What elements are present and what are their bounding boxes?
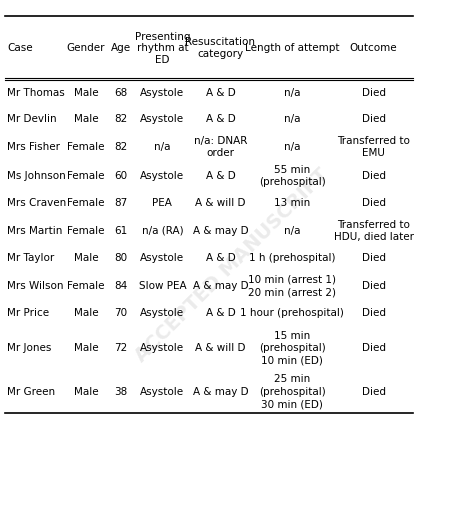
Text: Mr Jones: Mr Jones: [7, 343, 51, 353]
Text: 87: 87: [114, 198, 127, 208]
Text: Died: Died: [361, 387, 385, 396]
Text: 55 min
(prehospital): 55 min (prehospital): [258, 165, 325, 187]
Text: A & D: A & D: [205, 308, 235, 319]
Text: Length of attempt: Length of attempt: [244, 43, 339, 53]
Text: Asystole: Asystole: [140, 253, 184, 263]
Text: ACCEPTED MANUSCRIPT: ACCEPTED MANUSCRIPT: [131, 164, 332, 366]
Text: n/a: n/a: [154, 142, 170, 152]
Text: Resuscitation
category: Resuscitation category: [185, 37, 255, 59]
Text: 72: 72: [114, 343, 127, 353]
Text: Mrs Martin: Mrs Martin: [7, 226, 62, 236]
Text: Died: Died: [361, 281, 385, 291]
Text: n/a: n/a: [283, 114, 300, 125]
Text: n/a: DNAR
order: n/a: DNAR order: [193, 136, 247, 158]
Text: Female: Female: [67, 198, 104, 208]
Text: Mrs Craven: Mrs Craven: [7, 198, 66, 208]
Text: A & D: A & D: [205, 114, 235, 125]
Text: 84: 84: [114, 281, 127, 291]
Text: Male: Male: [73, 387, 98, 396]
Text: 82: 82: [114, 114, 127, 125]
Text: 1 h (prehospital): 1 h (prehospital): [249, 253, 335, 263]
Text: 60: 60: [114, 171, 127, 181]
Text: A & will D: A & will D: [195, 198, 245, 208]
Text: Mr Green: Mr Green: [7, 387, 55, 396]
Text: 80: 80: [114, 253, 127, 263]
Text: Died: Died: [361, 89, 385, 99]
Text: n/a: n/a: [283, 226, 300, 236]
Text: Ms Johnson: Ms Johnson: [7, 171, 66, 181]
Text: Asystole: Asystole: [140, 114, 184, 125]
Text: Mrs Fisher: Mrs Fisher: [7, 142, 60, 152]
Text: Asystole: Asystole: [140, 387, 184, 396]
Text: Male: Male: [73, 308, 98, 319]
Text: Male: Male: [73, 114, 98, 125]
Text: Presenting
rhythm at
ED: Presenting rhythm at ED: [134, 31, 190, 65]
Text: 1 hour (prehospital): 1 hour (prehospital): [240, 308, 344, 319]
Text: Mr Thomas: Mr Thomas: [7, 89, 64, 99]
Text: Female: Female: [67, 142, 104, 152]
Text: n/a (RA): n/a (RA): [141, 226, 183, 236]
Text: PEA: PEA: [152, 198, 172, 208]
Text: n/a: n/a: [283, 89, 300, 99]
Text: Male: Male: [73, 253, 98, 263]
Text: Died: Died: [361, 114, 385, 125]
Text: A & D: A & D: [205, 171, 235, 181]
Text: n/a: n/a: [283, 142, 300, 152]
Text: Asystole: Asystole: [140, 343, 184, 353]
Text: 38: 38: [114, 387, 127, 396]
Text: 25 min
(prehospital)
30 min (ED): 25 min (prehospital) 30 min (ED): [258, 374, 325, 409]
Text: 61: 61: [114, 226, 127, 236]
Text: Died: Died: [361, 198, 385, 208]
Text: Female: Female: [67, 171, 104, 181]
Text: Died: Died: [361, 253, 385, 263]
Text: A & may D: A & may D: [192, 281, 248, 291]
Text: Age: Age: [110, 43, 131, 53]
Text: Gender: Gender: [67, 43, 105, 53]
Text: Mr Devlin: Mr Devlin: [7, 114, 56, 125]
Text: 15 min
(prehospital)
10 min (ED): 15 min (prehospital) 10 min (ED): [258, 331, 325, 366]
Text: Male: Male: [73, 89, 98, 99]
Text: Female: Female: [67, 226, 104, 236]
Text: A & may D: A & may D: [192, 226, 248, 236]
Text: Female: Female: [67, 281, 104, 291]
Text: 13 min: 13 min: [274, 198, 310, 208]
Text: Died: Died: [361, 171, 385, 181]
Text: Mr Price: Mr Price: [7, 308, 49, 319]
Text: Asystole: Asystole: [140, 171, 184, 181]
Text: 10 min (arrest 1)
20 min (arrest 2): 10 min (arrest 1) 20 min (arrest 2): [248, 275, 336, 297]
Text: A & D: A & D: [205, 253, 235, 263]
Text: A & may D: A & may D: [192, 387, 248, 396]
Text: A & will D: A & will D: [195, 343, 245, 353]
Text: 82: 82: [114, 142, 127, 152]
Text: Case: Case: [7, 43, 32, 53]
Text: Died: Died: [361, 308, 385, 319]
Text: Asystole: Asystole: [140, 89, 184, 99]
Text: Mr Taylor: Mr Taylor: [7, 253, 54, 263]
Text: Slow PEA: Slow PEA: [138, 281, 186, 291]
Text: Male: Male: [73, 343, 98, 353]
Text: Transferred to
EMU: Transferred to EMU: [336, 136, 409, 158]
Text: A & D: A & D: [205, 89, 235, 99]
Text: Transferred to
HDU, died later: Transferred to HDU, died later: [333, 220, 413, 242]
Text: 70: 70: [114, 308, 127, 319]
Text: Mrs Wilson: Mrs Wilson: [7, 281, 63, 291]
Text: Asystole: Asystole: [140, 308, 184, 319]
Text: 68: 68: [114, 89, 127, 99]
Text: Outcome: Outcome: [349, 43, 396, 53]
Text: Died: Died: [361, 343, 385, 353]
